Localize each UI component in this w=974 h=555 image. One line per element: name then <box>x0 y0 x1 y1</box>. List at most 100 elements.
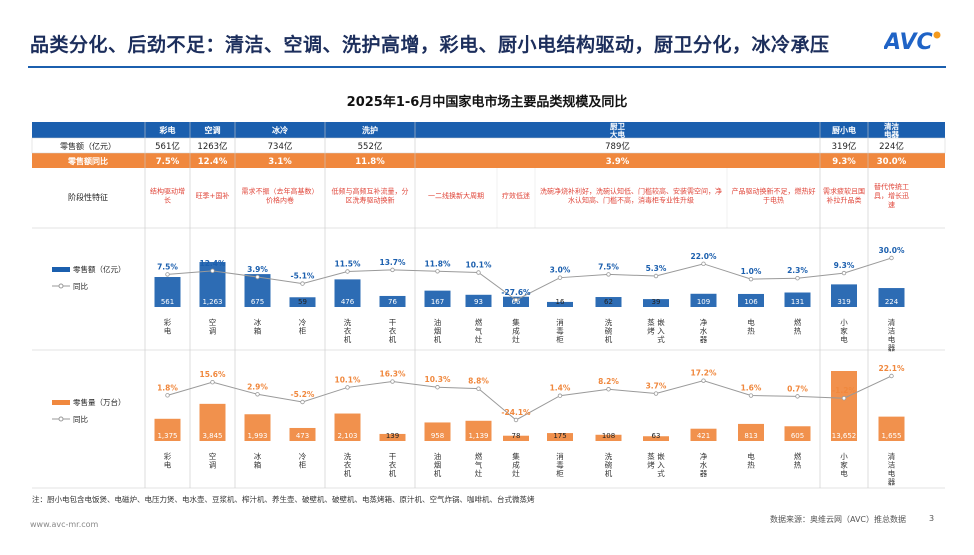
group-sales-4: 789亿 <box>605 141 630 152</box>
bar-value-volume-14: 605 <box>791 432 804 440</box>
yoy-point-volume-16 <box>889 373 894 379</box>
group-sales-1: 1263亿 <box>197 141 227 152</box>
group-sales-0: 561亿 <box>155 141 180 152</box>
yoy-label-sales-13: 1.0% <box>741 267 762 276</box>
bar-sales-4 <box>334 279 361 307</box>
category-label-volume-1: 空调 <box>209 451 217 470</box>
logo-dot-icon <box>933 31 941 39</box>
bar-value-volume-9: 175 <box>553 432 566 440</box>
yoy-point-volume-8 <box>513 417 519 423</box>
yoy-point-sales-11 <box>653 273 659 279</box>
bar-volume-2 <box>244 414 271 441</box>
group-yoy-5: 9.3% <box>832 157 856 167</box>
footer-website: www.avc-mr.com <box>30 520 99 529</box>
category-label-sales-11: 蒸烤嵌入式 <box>647 317 665 344</box>
bar-value-volume-0: 1,375 <box>157 432 177 440</box>
yoy-point-sales-3 <box>300 281 305 286</box>
yoy-label-volume-3: -5.2% <box>291 390 315 399</box>
legend-swatch-volume <box>52 400 70 405</box>
avc-logo: AVC <box>884 30 941 55</box>
bar-sales-9 <box>547 301 573 307</box>
category-label-volume-5: 干衣机 <box>389 452 397 478</box>
yoy-label-volume-4: 10.1% <box>334 375 361 384</box>
category-label-volume-6: 油烟机 <box>434 451 442 478</box>
bar-volume-13 <box>738 423 764 441</box>
yoy-point-volume-14 <box>795 394 800 399</box>
group-yoy-2: 3.1% <box>268 157 292 167</box>
group-header-4-b: 大电 <box>610 129 625 139</box>
page-number: 3 <box>929 514 935 523</box>
bar-sales-10 <box>595 297 622 307</box>
legend-marker-sales <box>58 283 64 289</box>
category-label-sales-10: 洗碗机 <box>605 317 613 344</box>
yoy-label-sales-14: 2.3% <box>787 266 808 275</box>
yoy-point-sales-12 <box>701 261 706 267</box>
bar-value-volume-15: 13,652 <box>832 432 857 440</box>
bar-value-volume-2: 1,993 <box>247 432 267 440</box>
group-header-6: 清洁 <box>884 121 899 131</box>
yoy-label-sales-3: -5.1% <box>291 272 315 281</box>
stage-feature-2: 需求不振（去年高基数）价格内卷 <box>242 187 319 205</box>
stage-feature-1: 旺季+国补 <box>196 191 230 200</box>
stage-feature-5: 疗效低迷 <box>502 191 530 200</box>
yoy-label-sales-15: 9.3% <box>834 261 855 270</box>
group-yoy-3: 11.8% <box>355 157 385 167</box>
yoy-point-volume-10 <box>606 387 611 392</box>
category-label-volume-4: 洗衣机 <box>344 451 352 478</box>
table-header-band <box>32 122 945 138</box>
yoy-label-volume-5: 16.3% <box>379 370 406 379</box>
bar-value-sales-9: 16 <box>556 298 565 306</box>
category-label-sales-5: 干衣机 <box>389 318 397 344</box>
yoy-label-volume-16: 22.1% <box>878 364 905 373</box>
yoy-point-sales-5 <box>390 267 395 273</box>
group-header-1: 空调 <box>205 125 221 135</box>
data-source: 数据来源：奥维云网（AVC）推总数据 <box>770 515 907 524</box>
yoy-point-volume-6 <box>435 385 440 390</box>
stage-feature-4: 一二线换新大周期 <box>428 191 484 200</box>
category-label-sales-13: 电热 <box>747 317 755 336</box>
group-header-0: 彩电 <box>159 125 176 135</box>
bar-volume-12 <box>690 428 717 441</box>
yoy-label-sales-16: 30.0% <box>878 246 905 255</box>
category-label-volume-3: 冷柜 <box>299 451 307 470</box>
yoy-label-volume-2: 2.9% <box>247 382 268 391</box>
group-yoy-0: 7.5% <box>156 157 180 167</box>
category-label-sales-7: 燃气灶 <box>475 317 483 344</box>
category-label-volume-12: 净水器 <box>700 451 708 478</box>
row-label-sales: 零售额（亿元） <box>60 141 116 151</box>
category-label-sales-15: 小家电 <box>840 318 848 344</box>
yoy-point-sales-14 <box>795 275 800 281</box>
bar-value-volume-10: 108 <box>602 432 615 440</box>
group-sales-5: 319亿 <box>832 141 857 152</box>
group-yoy-1: 12.4% <box>198 157 228 167</box>
bar-value-volume-11: 63 <box>652 432 661 440</box>
headline: 品类分化、后劲不足：清洁、空调、洗护高增，彩电、厨小电结构驱动，厨卫分化，冰冷承… <box>30 34 830 56</box>
bar-sales-3 <box>289 297 316 307</box>
yoy-point-volume-9 <box>557 393 563 398</box>
bar-sales-13 <box>738 293 764 307</box>
bar-sales-7 <box>465 294 492 307</box>
yoy-label-sales-12: 22.0% <box>690 252 717 261</box>
bar-value-volume-16: 1,655 <box>881 432 901 440</box>
category-label-volume-15: 小家电 <box>840 452 848 478</box>
yoy-label-sales-10: 7.5% <box>598 262 619 271</box>
yoy-point-volume-13 <box>748 393 754 398</box>
legend-marker-volume <box>58 416 64 422</box>
group-yoy-6: 30.0% <box>877 157 907 167</box>
yoy-point-sales-10 <box>606 272 611 277</box>
yoy-label-volume-10: 8.2% <box>598 377 619 386</box>
yoy-point-volume-1 <box>210 379 215 385</box>
yoy-label-volume-15: -1.2% <box>832 386 856 395</box>
row-label-stage: 阶段性特征 <box>68 192 108 202</box>
yoy-label-volume-0: 1.8% <box>157 383 178 392</box>
bar-value-sales-6: 167 <box>431 298 444 306</box>
category-label-volume-8: 集成灶 <box>512 451 520 478</box>
group-sales-2: 734亿 <box>268 141 293 152</box>
bar-value-sales-3: 59 <box>298 298 307 306</box>
yoy-label-sales-1: 12.4% <box>199 259 226 268</box>
bar-volume-15 <box>831 371 857 441</box>
bar-value-sales-5: 76 <box>388 298 397 306</box>
stage-feature-8: 需求疲软且国补拉升品类 <box>823 187 865 205</box>
category-label-sales-8: 集成灶 <box>512 317 520 344</box>
legend-yoy-volume: 同比 <box>73 414 88 424</box>
